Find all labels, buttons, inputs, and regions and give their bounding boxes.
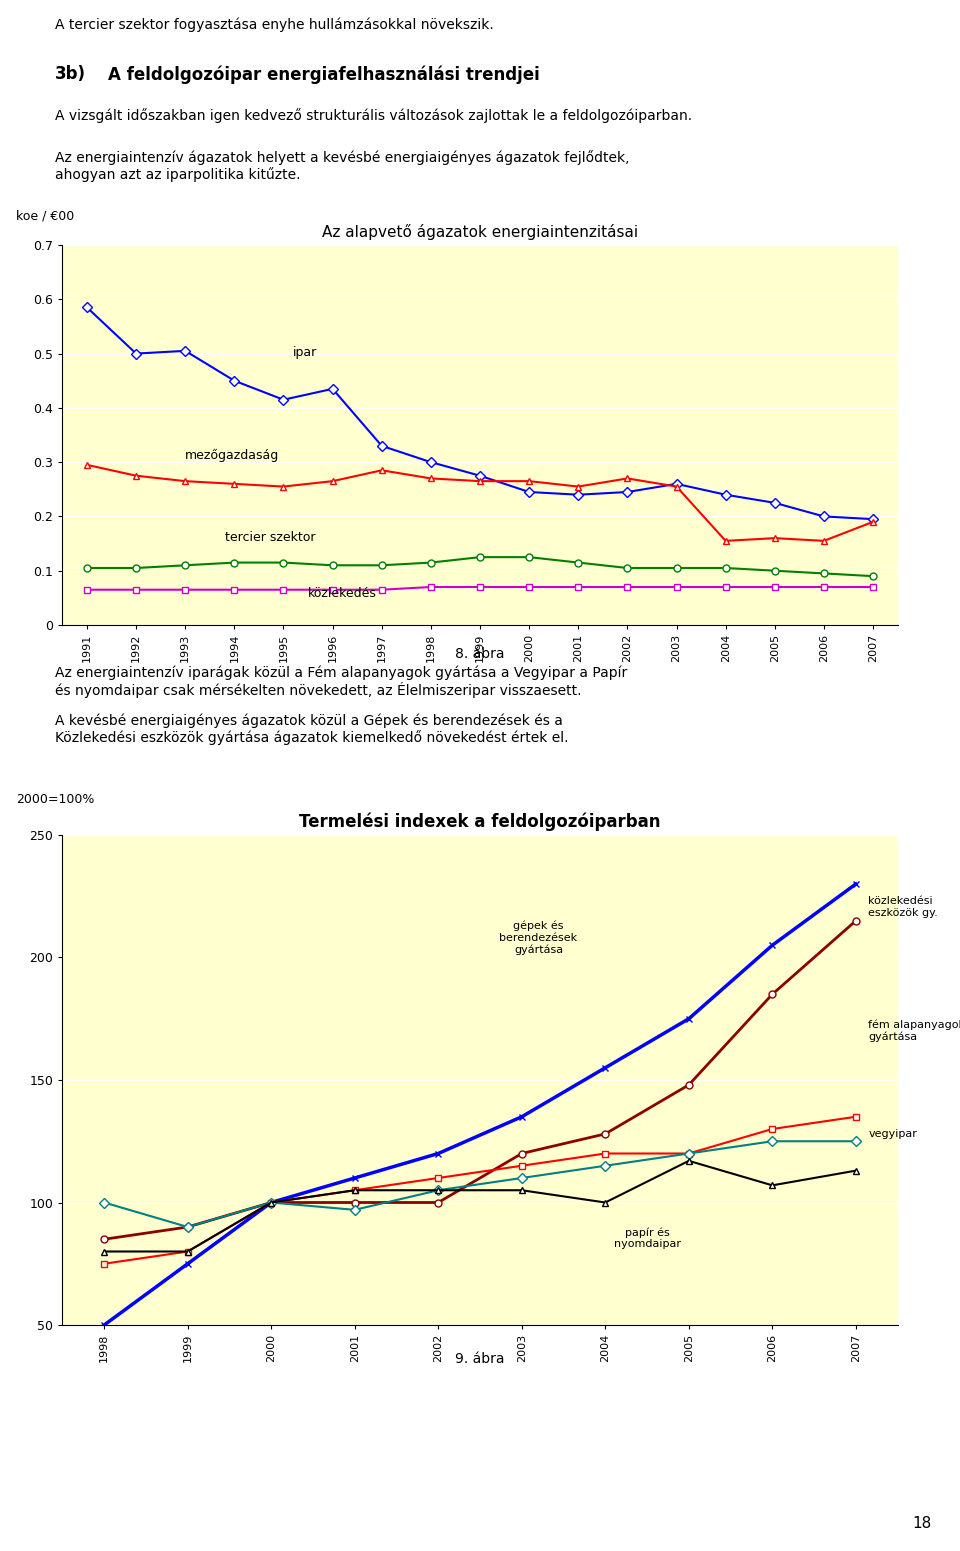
Text: fém alapanyagok
gyártása: fém alapanyagok gyártása: [869, 1019, 960, 1042]
Title: Termelési indexek a feldolgozóiparban: Termelési indexek a feldolgozóiparban: [300, 813, 660, 831]
Text: vegyipar: vegyipar: [869, 1129, 917, 1138]
Text: papír és
nyomdaipar: papír és nyomdaipar: [613, 1227, 681, 1249]
Text: 8. ábra: 8. ábra: [455, 647, 505, 661]
Text: 2000=100%: 2000=100%: [16, 793, 95, 805]
Text: A tercier szektor fogyasztása enyhe hullámzásokkal növekszik.: A tercier szektor fogyasztása enyhe hull…: [55, 19, 493, 33]
Text: A kevésbé energiaigényes ágazatok közül a Gépek és berendezések és a
Közlekedési: A kevésbé energiaigényes ágazatok közül …: [55, 713, 568, 744]
Text: Az energiaintenzív ágazatok helyett a kevésbé energiaigényes ágazatok fejlődtek,: Az energiaintenzív ágazatok helyett a ke…: [55, 150, 629, 181]
Text: tercier szektor: tercier szektor: [225, 530, 315, 544]
Title: Az alapvető ágazatok energiaintenzitásai: Az alapvető ágazatok energiaintenzitásai: [322, 223, 638, 240]
Text: koe / €00: koe / €00: [16, 209, 75, 222]
Text: A vizsgált időszakban igen kedvező strukturális változások zajlottak le a feldol: A vizsgált időszakban igen kedvező struk…: [55, 109, 692, 123]
Text: ipar: ipar: [294, 346, 318, 360]
Text: 3b): 3b): [55, 65, 85, 84]
Text: 18: 18: [912, 1515, 931, 1531]
Text: közlekedési
eszközök gy.: közlekedési eszközök gy.: [869, 896, 938, 918]
Text: A feldolgozóipar energiafelhasználási trendjei: A feldolgozóipar energiafelhasználási tr…: [108, 65, 540, 84]
Text: mezőgazdaság: mezőgazdaság: [185, 450, 279, 462]
Text: 9. ábra: 9. ábra: [455, 1352, 505, 1366]
Text: gépek és
berendezések
gyártása: gépek és berendezések gyártása: [499, 921, 578, 955]
Text: közlekedés: közlekedés: [308, 586, 377, 600]
Text: Az energiaintenzív iparágak közül a Fém alapanyagok gyártása a Vegyipar a Papír
: Az energiaintenzív iparágak közül a Fém …: [55, 665, 627, 698]
